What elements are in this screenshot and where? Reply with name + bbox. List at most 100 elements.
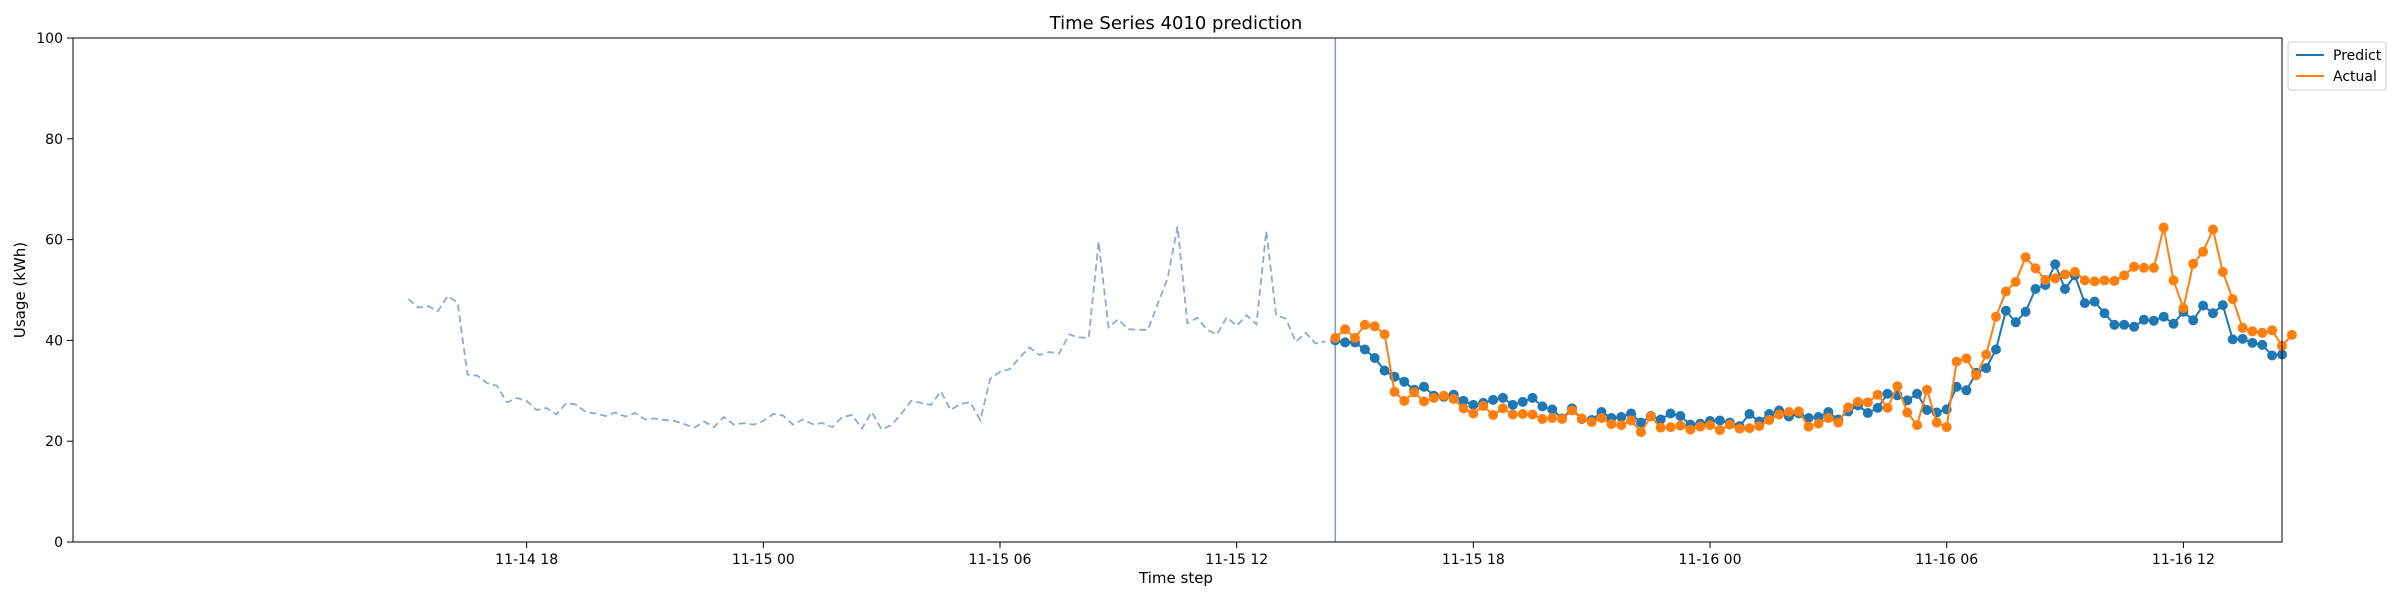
actual-point (1438, 390, 1449, 401)
actual-point (1340, 324, 1351, 335)
actual-point (1892, 381, 1903, 392)
actual-point (2198, 246, 2209, 257)
actual-point (2267, 325, 2278, 336)
predict-point (1488, 394, 1499, 405)
predict-point (2119, 319, 2130, 330)
actual-point (1665, 422, 1676, 433)
predict-point (1419, 381, 1429, 392)
actual-point (1951, 356, 1962, 367)
actual-point (1596, 413, 1607, 423)
predict-point (1912, 388, 1923, 399)
predict-point (1507, 399, 1518, 410)
x-axis-label: Time step (1138, 569, 1213, 587)
actual-point (1764, 415, 1775, 425)
actual-point (2148, 262, 2159, 273)
actual-point (1922, 384, 1932, 395)
actual-point (2050, 273, 2061, 284)
predict-point (2208, 308, 2218, 319)
actual-point (1616, 420, 1627, 431)
actual-point (1744, 423, 1755, 434)
predict-point (1458, 395, 1469, 406)
actual-point (1774, 409, 1785, 420)
actual-point (1586, 417, 1597, 427)
legend-actual-label: Actual (2333, 69, 2377, 85)
predict-point (2060, 284, 2070, 294)
actual-point (2109, 275, 2120, 286)
actual-point (1567, 405, 1577, 416)
predict-point (1636, 417, 1646, 428)
predict-point (1902, 395, 1913, 406)
actual-point (1912, 420, 1923, 431)
predict-point (2099, 308, 2110, 319)
actual-point (1714, 425, 1725, 436)
y-tick-label: 20 (45, 434, 63, 450)
actual-point (1754, 421, 1765, 432)
actual-point (1724, 419, 1735, 430)
predict-point (1626, 408, 1637, 419)
predict-point (1517, 396, 1528, 407)
actual-point (2099, 275, 2110, 286)
actual-point (1853, 396, 1863, 407)
actual-point (1468, 408, 1479, 419)
actual-point (1409, 387, 1420, 398)
predict-line (1335, 261, 2283, 428)
actual-point (1803, 421, 1814, 432)
x-tick-label: 11-16 00 (1679, 552, 1742, 568)
actual-point (1507, 409, 1518, 420)
actual-point (2217, 266, 2228, 277)
actual-point (2178, 303, 2189, 314)
actual-point (1517, 409, 1528, 419)
predict-point (2010, 317, 2021, 328)
x-tick-label: 11-15 12 (1205, 552, 1268, 568)
predict-point (1399, 376, 1410, 387)
actual-point (1359, 319, 1370, 330)
actual-point (1655, 422, 1666, 433)
predict-point (2188, 315, 2199, 326)
actual-point (1823, 413, 1834, 423)
actual-point (2168, 275, 2179, 286)
series-layer (1330, 222, 2297, 438)
predict-point (2217, 300, 2228, 311)
predict-point (2030, 284, 2041, 294)
predict-point (1872, 402, 1883, 413)
y-tick-label: 0 (54, 535, 63, 551)
actual-point (2119, 270, 2130, 281)
actual-point (2158, 222, 2169, 233)
predict-point (2198, 300, 2209, 311)
predict-point (1497, 392, 1508, 403)
x-tick-label: 11-15 00 (732, 552, 795, 568)
actual-point (1636, 427, 1646, 438)
actual-point (1537, 414, 1548, 424)
actual-point (1695, 421, 1706, 432)
actual-point (1872, 389, 1883, 400)
actual-point (2257, 327, 2268, 338)
actual-point (1705, 420, 1715, 431)
x-tick-label: 11-16 06 (1915, 552, 1978, 568)
actual-point (1399, 395, 1410, 406)
predict-point (1862, 408, 1873, 418)
actual-point (1369, 321, 1380, 332)
actual-point (1389, 386, 1400, 397)
predict-point (1981, 363, 1992, 374)
actual-point (1833, 417, 1844, 428)
predict-point (1665, 408, 1676, 419)
predict-point (2000, 305, 2011, 316)
plot-frame (72, 37, 2283, 543)
actual-point (1448, 393, 1459, 404)
legend-predict-label: Predict (2333, 48, 2382, 64)
actual-point (1350, 332, 1360, 343)
legend: Predict Actual (2287, 41, 2387, 91)
predict-point (2148, 315, 2159, 326)
predict-point (1714, 415, 1725, 426)
predict-point (2237, 333, 2248, 344)
predict-point (2079, 298, 2090, 309)
actual-point (2060, 269, 2070, 280)
predict-point (2267, 350, 2278, 361)
actual-point (1606, 419, 1617, 430)
y-axis-label: Usage (kWh) (11, 242, 29, 338)
actual-point (1428, 392, 1439, 403)
actual-point (1576, 413, 1587, 424)
predict-point (1468, 399, 1479, 410)
predict-point (1547, 404, 1558, 415)
